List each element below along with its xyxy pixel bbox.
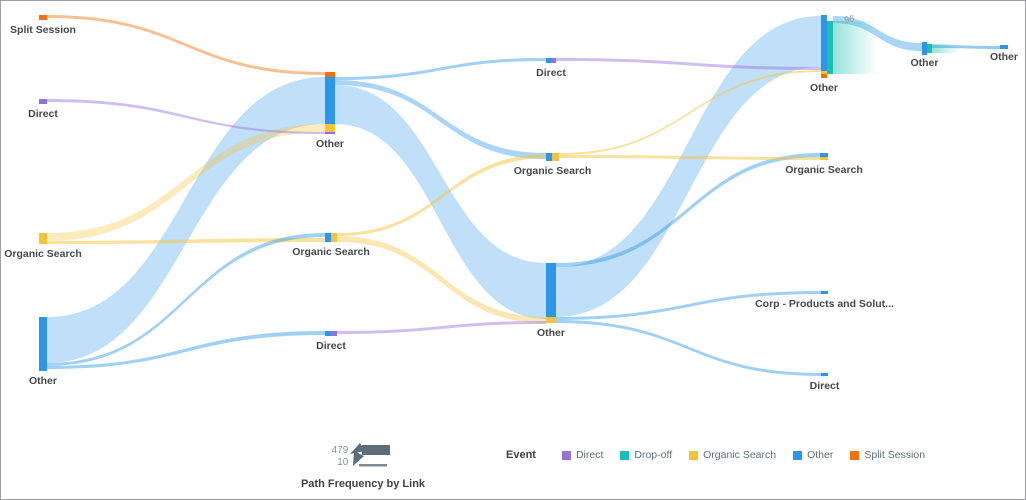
sankey-node-label-other-2: Other [316,138,344,150]
sankey-node-direct-4-seg-other[interactable] [821,373,828,376]
sankey-link-other-2-to-other-3[interactable] [335,85,546,319]
sankey-node-label-other-4: Other [810,82,838,94]
sankey-node-label-direct-1: Direct [28,108,58,120]
legend-item-drop-off[interactable]: Drop-off [620,449,672,461]
sankey-node-label-direct-3: Direct [536,67,566,79]
sankey-link-direct-2-to-other-3[interactable] [337,321,546,334]
sankey-node-other-4-seg-other[interactable] [821,15,827,71]
sankey-node-other-4-seg-organic[interactable] [821,71,827,74]
path-frequency-scale-values: 479 10 [332,445,349,469]
legend-item-other[interactable]: Other [793,449,833,461]
sankey-link-organic-search-3-to-other-4[interactable] [559,70,821,155]
sankey-link-other-3-to-organic-search-4[interactable] [556,153,820,267]
sankey-node-direct-3-seg-other[interactable] [546,58,551,63]
sankey-link-organic-search-2-to-organic-search-3[interactable] [337,154,550,236]
sankey-node-other-2-seg-other[interactable] [325,77,335,124]
path-frequency-legend: 479 10 Path Frequency by Link [293,442,433,490]
dropoff-count-label: 96 [843,13,855,25]
sankey-node-other-2-seg-split[interactable] [325,72,335,77]
sankey-diagram: Split Session Direct Organic Search Other Ot… [4,13,1018,392]
sankey-link-organic-search-2-to-other-3[interactable] [337,236,546,323]
sankey-node-other-3-seg-other[interactable] [546,263,556,317]
path-frequency-min: 10 [337,457,349,468]
sankey-link-organic-search-1-to-organic-search-2[interactable] [47,238,325,244]
dropoff-fade [932,44,960,53]
event-legend-title: Event [506,449,536,461]
sankey-node-dropoff-4-seg-dropoff[interactable] [827,21,833,74]
legend-swatch-other [793,450,803,460]
sankey-link-split-session-1-to-other-2[interactable] [47,15,325,75]
dropoff-fade [833,21,877,74]
legend-swatch-organic [689,450,699,460]
path-frequency-max: 479 [331,445,349,456]
path-frequency-label: Path Frequency by Link [300,478,426,490]
sankey-link-organic-search-3-to-organic-search-4[interactable] [559,155,820,160]
sankey-node-organic-search-4-seg-other[interactable] [820,153,828,157]
sankey-node-label-direct-2: Direct [316,340,346,352]
sankey-node-organic-search-2-seg-organic[interactable] [331,233,337,242]
sankey-node-label-corp-4: Corp - Products and Solut... [755,298,894,310]
sankey-link-other-3-to-corp-4[interactable] [556,291,821,320]
legend-item-label: Drop-off [634,449,673,461]
sankey-link-other-2-to-organic-search-3[interactable] [335,80,546,159]
legend-item-label: Organic Search [703,449,777,461]
legend-item-split-session[interactable]: Split Session [850,449,925,461]
sankey-node-label-other-1: Other [29,375,57,387]
sankey-link-direct-3-to-other-4[interactable] [556,58,821,70]
sankey-node-label-split-session-1: Split Session [10,24,76,36]
event-legend: Event Direct Drop-off Organic Search Other S… [506,449,925,461]
event-legend-items: Direct Drop-off Organic Search Other Split S… [561,449,925,461]
sankey-node-label-organic-search-4: Organic Search [785,164,863,176]
legend-swatch-direct [561,450,571,460]
sankey-link-other-1-to-other-2[interactable] [47,77,325,363]
sankey-node-organic-search-3-seg-other[interactable] [546,153,552,161]
sankey-node-other-1-seg-other[interactable] [39,317,47,371]
sankey-node-label-direct-4: Direct [810,380,840,392]
sankey-node-other-2-seg-direct[interactable] [325,132,335,134]
path-frequency-icon [350,443,391,467]
legend-item-direct[interactable]: Direct [561,449,604,461]
legend-item-label: Direct [575,449,604,461]
sankey-link-other-1-to-direct-2[interactable] [47,331,325,369]
legend-swatch-dropoff [620,450,630,460]
sankey-node-other-2-seg-organic[interactable] [325,124,335,132]
sankey-link-other-1-to-organic-search-2[interactable] [47,233,325,366]
sankey-node-organic-search-1-seg-organic[interactable] [39,233,47,244]
sankey-node-direct-2-seg-direct[interactable] [331,331,337,336]
sankey-node-organic-search-3-seg-organic[interactable] [552,153,559,161]
sankey-link-other-3-to-direct-4[interactable] [556,320,821,376]
sankey-node-organic-search-4-seg-organic[interactable] [820,157,828,160]
sankey-link-other-3-to-other-4[interactable] [556,16,821,317]
sankey-node-label-organic-search-1: Organic Search [4,248,82,260]
sankey-node-other-3-seg-organic[interactable] [546,317,556,323]
legend-item-label: Other [807,449,834,461]
sankey-node-label-other-5: Other [910,57,938,69]
legend-item-organic-search[interactable]: Organic Search [689,449,776,461]
sankey-node-corp-4-seg-other[interactable] [821,291,828,294]
sankey-node-direct-1-seg-direct[interactable] [39,99,47,104]
sankey-node-split-session-1-seg-split[interactable] [39,15,47,20]
sankey-node-label-organic-search-2: Organic Search [292,246,370,258]
sankey-node-label-organic-search-3: Organic Search [514,165,592,177]
sankey-node-other-5-seg-other[interactable] [922,42,927,55]
sankey-node-dropoff-5-seg-dropoff[interactable] [927,44,932,53]
sankey-link-other-2-to-direct-3[interactable] [335,58,546,80]
sankey-node-label-other-6: Other [990,51,1018,63]
sankey-node-other-6-seg-other[interactable] [1000,45,1008,49]
sankey-link-organic-search-1-to-other-2[interactable] [47,124,325,241]
sankey-node-direct-3-seg-direct[interactable] [551,58,556,63]
legend-swatch-split [850,450,860,460]
legend-item-label: Split Session [864,449,926,461]
sankey-link-direct-1-to-other-2[interactable] [47,99,325,134]
sankey-node-organic-search-2-seg-other[interactable] [325,233,331,242]
sankey-node-label-other-3: Other [537,327,565,339]
sankey-node-other-4-seg-split[interactable] [821,74,827,78]
sankey-node-direct-2-seg-other[interactable] [325,331,331,336]
